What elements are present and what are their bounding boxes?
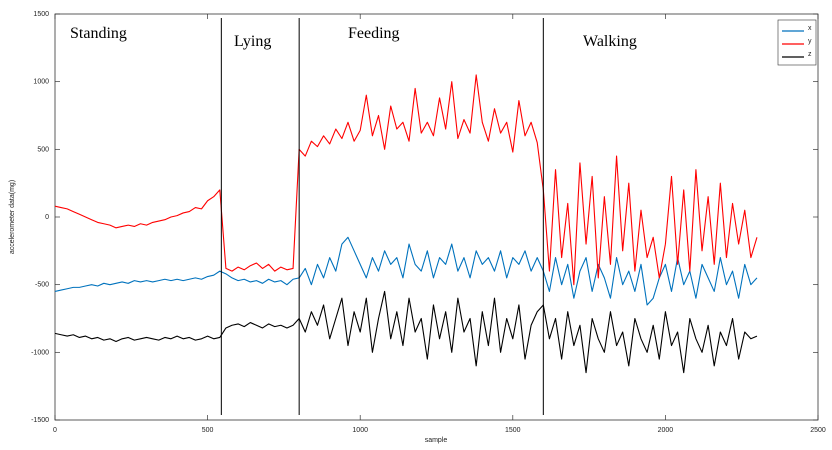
x-tick-label: 2000 xyxy=(658,427,674,434)
y-tick-label: 1000 xyxy=(33,79,49,86)
x-tick-label: 2500 xyxy=(810,427,826,434)
y-tick-label: 500 xyxy=(37,146,49,153)
y-tick-label: -1000 xyxy=(31,349,49,356)
y-tick-label: -1500 xyxy=(31,417,49,424)
annotation: Standing xyxy=(70,25,127,42)
series-line xyxy=(54,290,758,374)
y-tick-label: -500 xyxy=(35,282,49,289)
x-tick-label: 500 xyxy=(202,427,214,434)
y-tick-label: 1500 xyxy=(33,11,49,18)
legend-label: x xyxy=(808,25,812,32)
plot-frame xyxy=(54,13,819,421)
x-tick-label: 0 xyxy=(53,427,57,434)
legend-label: z xyxy=(808,51,812,58)
legend-label: y xyxy=(808,38,812,45)
series-line xyxy=(54,236,758,306)
annotation: Walking xyxy=(583,33,637,50)
x-tick-label: 1000 xyxy=(352,427,368,434)
series-line xyxy=(54,74,758,286)
annotation: Lying xyxy=(234,33,271,50)
annotation: Feeding xyxy=(348,25,400,42)
x-tick-label: 1500 xyxy=(505,427,521,434)
x-axis-label: sample xyxy=(425,437,448,444)
y-tick-label: 0 xyxy=(45,214,49,221)
y-axis-label: accelerometer data(mg) xyxy=(9,180,16,254)
